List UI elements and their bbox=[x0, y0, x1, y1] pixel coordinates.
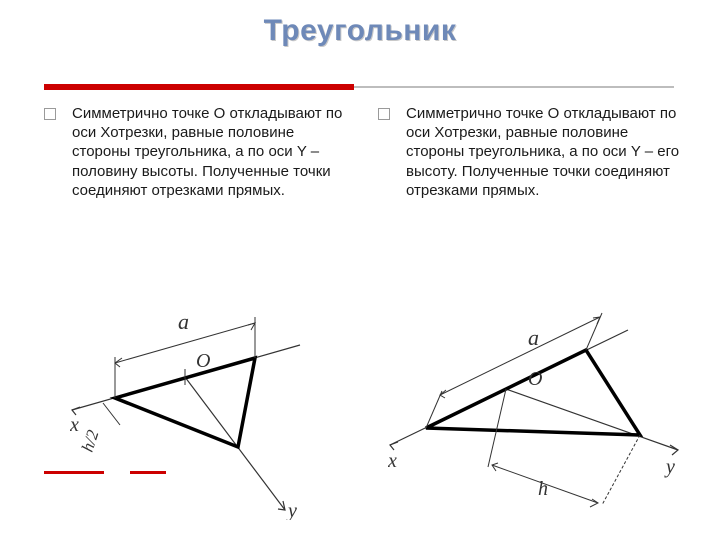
title-underline-gray bbox=[354, 86, 674, 88]
triangle-diagram-right: a O x y h bbox=[388, 295, 688, 520]
left-column: Симметрично точке О откладывают по оси Х… bbox=[44, 104, 354, 200]
label-h2: h/2 bbox=[78, 427, 103, 454]
right-paragraph: Симметрично точке О откладывают по оси Х… bbox=[406, 104, 688, 200]
label-x: x bbox=[70, 414, 79, 436]
label-o: O bbox=[196, 350, 210, 372]
label-y: y bbox=[664, 456, 675, 478]
label-a: a bbox=[528, 325, 539, 350]
label-a: a bbox=[178, 309, 189, 334]
slide-title: Треугольник bbox=[0, 14, 720, 48]
triangle-diagram-left: a O x y h/2 bbox=[70, 295, 360, 520]
label-o: O bbox=[528, 368, 542, 390]
label-x: x bbox=[388, 450, 397, 472]
bullet-icon bbox=[378, 108, 390, 120]
label-y: y bbox=[286, 500, 297, 520]
left-paragraph: Симметрично точке О откладывают по оси Х… bbox=[72, 104, 354, 200]
right-column: Симметрично точке О откладывают по оси Х… bbox=[378, 104, 688, 200]
bullet-icon bbox=[44, 108, 56, 120]
title-underline-red bbox=[44, 84, 354, 90]
label-h: h bbox=[538, 478, 548, 500]
